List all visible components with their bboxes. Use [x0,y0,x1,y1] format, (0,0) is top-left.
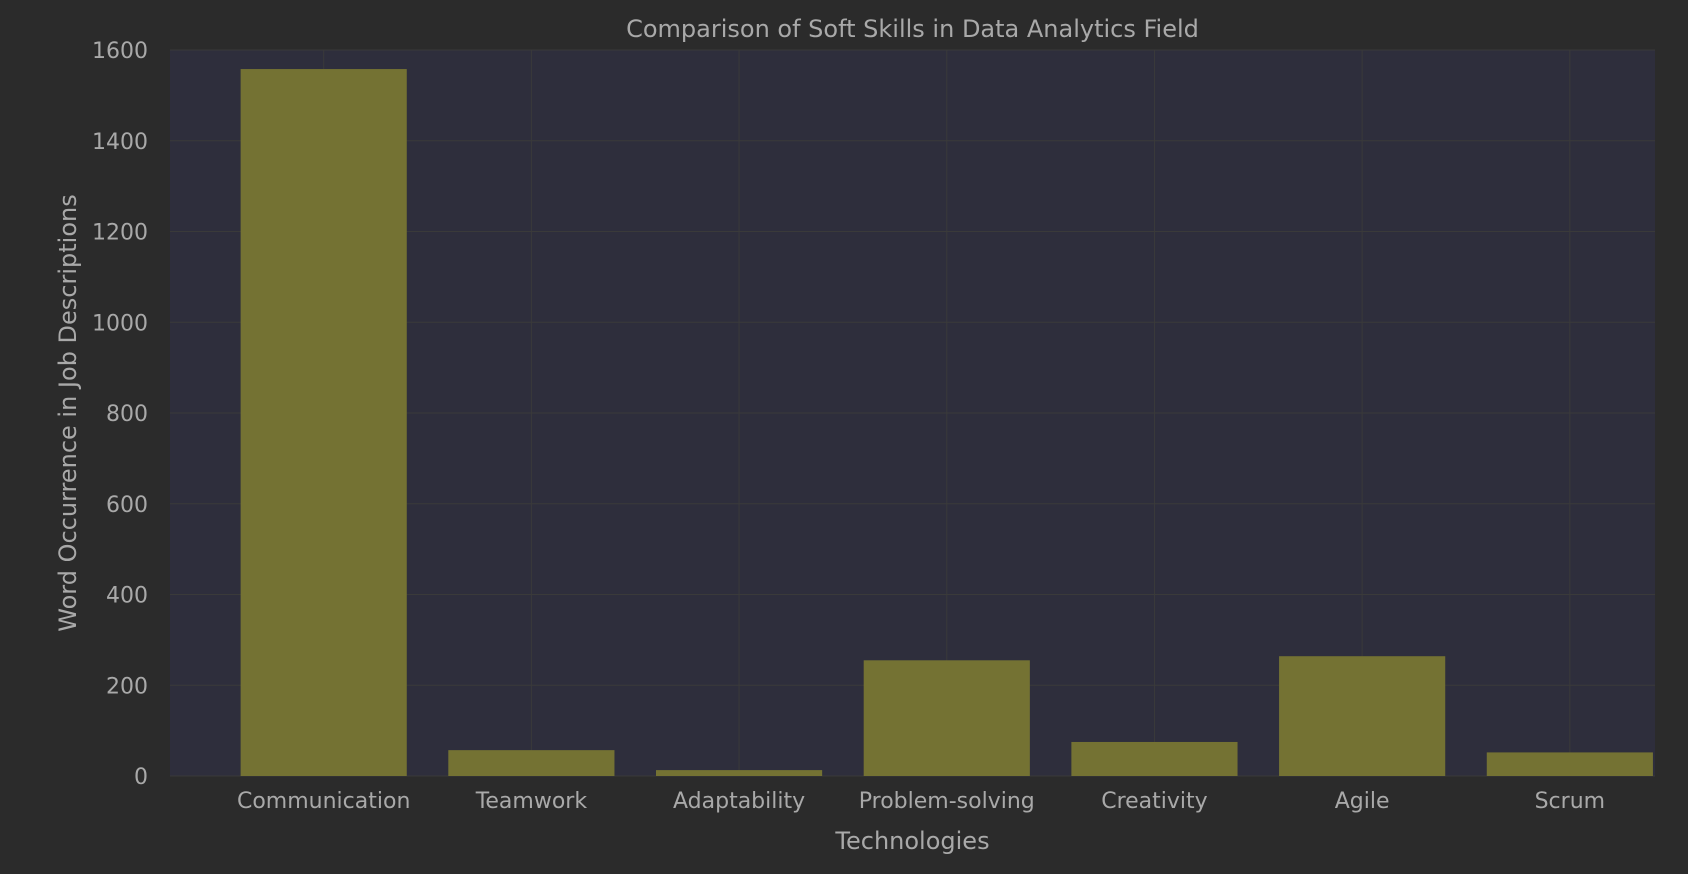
chart-title: Comparison of Soft Skills in Data Analyt… [626,15,1199,43]
x-tick-label: Communication [237,789,410,814]
bar-agile [1279,656,1446,776]
x-tick-label: Teamwork [475,789,588,814]
y-tick-label: 1200 [92,221,148,246]
bar-scrum [1486,752,1653,776]
x-tick-label: Scrum [1535,789,1605,814]
y-tick-label: 400 [106,584,148,609]
y-tick-label: 1000 [92,311,148,336]
bar-teamwork [448,750,615,776]
x-tick-label: Creativity [1101,789,1207,814]
y-tick-label: 1600 [92,39,148,64]
bar-adaptability [656,770,823,776]
y-tick-label: 1400 [92,130,148,155]
bars [240,69,1653,777]
x-axis-ticks: Communication Teamwork Adaptability Problem… [237,789,1605,814]
y-tick-label: 600 [106,493,148,518]
x-axis-label: Technologies [834,827,989,855]
y-tick-label: 800 [106,402,148,427]
bar-creativity [1071,741,1238,776]
y-axis-ticks: 0 200 400 600 800 1000 1200 1400 1600 [92,39,148,790]
y-axis-label: Word Occurrence in Job Descriptions [54,194,82,631]
y-tick-label: 0 [134,765,148,790]
bar-communication [240,69,407,777]
x-tick-label: Problem-solving [859,789,1035,814]
y-tick-label: 200 [106,674,148,699]
x-tick-label: Adaptability [673,789,805,814]
x-tick-label: Agile [1335,789,1390,814]
bar-problem-solving [863,660,1030,776]
